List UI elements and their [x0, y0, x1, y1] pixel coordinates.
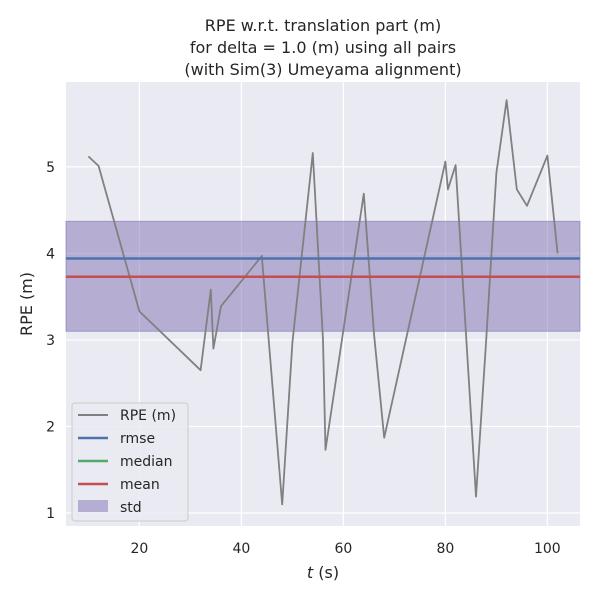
- legend-label-rmse: rmse: [120, 431, 155, 447]
- x-tick-label: 80: [436, 541, 454, 557]
- legend-swatch-std: [78, 500, 108, 512]
- x-axis-label-unit: (s): [313, 563, 339, 582]
- stat-lines-layer: [66, 257, 580, 278]
- tick-labels: 20 40 60 80 100 1 2 3 4 5: [46, 160, 561, 557]
- y-tick-label: 4: [46, 246, 55, 262]
- x-tick-label: 40: [232, 541, 250, 557]
- legend-label-std: std: [120, 500, 142, 516]
- chart-title-line-3: (with Sim(3) Umeyama alignment): [184, 60, 461, 79]
- x-tick-label: 60: [334, 541, 352, 557]
- x-axis-label-variable: t: [307, 563, 314, 582]
- series-layer: [87, 99, 559, 506]
- y-tick-label: 1: [46, 506, 55, 522]
- y-tick-label: 2: [46, 419, 55, 435]
- legend-label-rpe: RPE (m): [120, 408, 176, 424]
- legend-box: [71, 402, 189, 522]
- legend-label-mean: mean: [120, 477, 160, 493]
- y-axis-label: RPE (m): [17, 272, 36, 336]
- y-tick-label: 3: [46, 333, 55, 349]
- legend-label-median: median: [120, 454, 172, 470]
- x-tick-label: 100: [534, 541, 561, 557]
- x-axis-label: t (s): [307, 563, 339, 582]
- legend: RPE (m) rmse median mean std: [71, 402, 189, 522]
- x-tick-label: 20: [131, 541, 149, 557]
- chart-title-line-1: RPE w.r.t. translation part (m): [205, 16, 441, 35]
- series-line-rpe: [87, 99, 559, 506]
- y-tick-label: 5: [46, 160, 55, 176]
- chart-title-line-2: for delta = 1.0 (m) using all pairs: [190, 38, 456, 57]
